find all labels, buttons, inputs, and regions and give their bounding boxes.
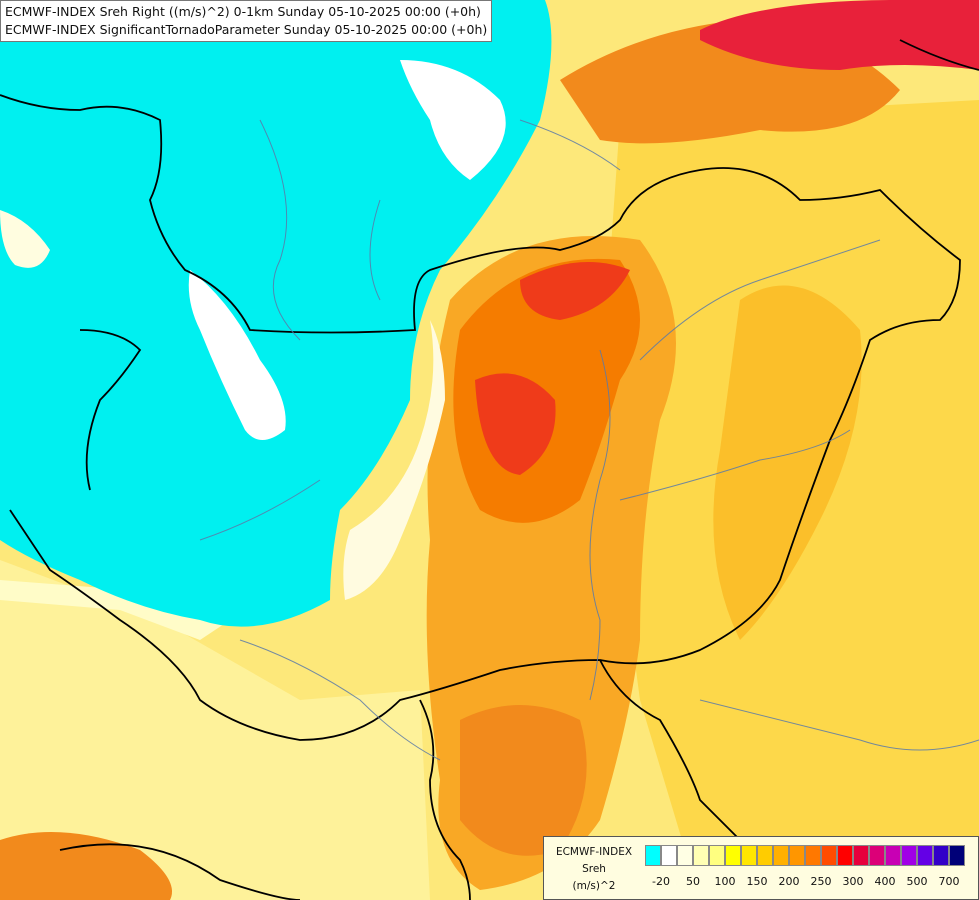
white-edge-east <box>400 60 506 180</box>
legend-tick-label: 200 <box>778 875 800 888</box>
orange-blob-southwest <box>0 832 172 900</box>
white-edge-coast <box>343 320 445 600</box>
legend-swatch <box>645 845 661 866</box>
border-line <box>599 659 761 861</box>
region-line <box>239 639 441 761</box>
legend-swatch <box>917 845 933 866</box>
region-line <box>619 429 851 501</box>
region-line <box>699 699 979 751</box>
orange-band-east <box>713 285 862 640</box>
legend-tick-label: 100 <box>714 875 736 888</box>
legend-tick-label: 700 <box>938 875 960 888</box>
red-core-northeast <box>700 0 979 70</box>
region-line <box>199 479 321 541</box>
region-line <box>369 199 381 301</box>
border-line <box>419 699 471 900</box>
legend-swatch <box>885 845 901 866</box>
region-line <box>639 239 881 361</box>
legend-unit-label: (m/s)^2 <box>572 880 616 892</box>
border-line <box>79 329 142 491</box>
legend-tick-label: 500 <box>906 875 928 888</box>
map-title-line-2: ECMWF-INDEX SignificantTornadoParameter … <box>5 22 488 37</box>
country-borders <box>0 39 979 900</box>
legend-swatch <box>677 845 693 866</box>
red-core-north <box>520 262 630 320</box>
border-line <box>0 94 961 741</box>
legend-swatch <box>805 845 821 866</box>
legend-tick-label: 250 <box>810 875 832 888</box>
map-title-box: ECMWF-INDEX Sreh Right ((m/s)^2) 0-1km S… <box>0 0 493 42</box>
region-line <box>259 119 301 341</box>
legend-swatch <box>693 845 709 866</box>
legend-swatch <box>741 845 757 866</box>
pale-field-southwest <box>0 560 430 900</box>
cyan-field <box>0 0 552 627</box>
legend-variable-label: Sreh <box>582 863 606 875</box>
legend-tick-label: 400 <box>874 875 896 888</box>
legend-swatch <box>773 845 789 866</box>
legend-swatch <box>709 845 725 866</box>
region-line <box>519 119 621 171</box>
region-lines <box>199 119 979 761</box>
border-line <box>59 843 301 900</box>
orange-band-south <box>460 705 587 856</box>
legend-swatch <box>837 845 853 866</box>
legend-swatches <box>645 845 965 866</box>
legend-swatch <box>757 845 773 866</box>
legend-swatch <box>901 845 917 866</box>
white-pocket-west <box>0 210 50 268</box>
legend-tick-label: 300 <box>842 875 864 888</box>
legend-swatch <box>853 845 869 866</box>
legend-tick-label: -20 <box>652 875 670 888</box>
legend-tick-label: 150 <box>746 875 768 888</box>
legend-swatch <box>725 845 741 866</box>
legend-swatch <box>661 845 677 866</box>
region-line <box>589 349 611 701</box>
legend-swatch <box>869 845 885 866</box>
legend-tick-label: 50 <box>686 875 700 888</box>
white-pocket-lake <box>188 270 286 440</box>
map-title-line-1: ECMWF-INDEX Sreh Right ((m/s)^2) 0-1km S… <box>5 4 481 19</box>
legend-swatch <box>949 845 965 866</box>
legend-swatch <box>789 845 805 866</box>
color-legend: ECMWF-INDEX Sreh (m/s)^2 -20 50 100 150 200 2… <box>543 836 979 900</box>
legend-swatch <box>933 845 949 866</box>
border-line <box>899 39 979 71</box>
legend-swatch <box>821 845 837 866</box>
legend-model-label: ECMWF-INDEX <box>555 846 633 858</box>
red-core-central <box>475 373 556 475</box>
